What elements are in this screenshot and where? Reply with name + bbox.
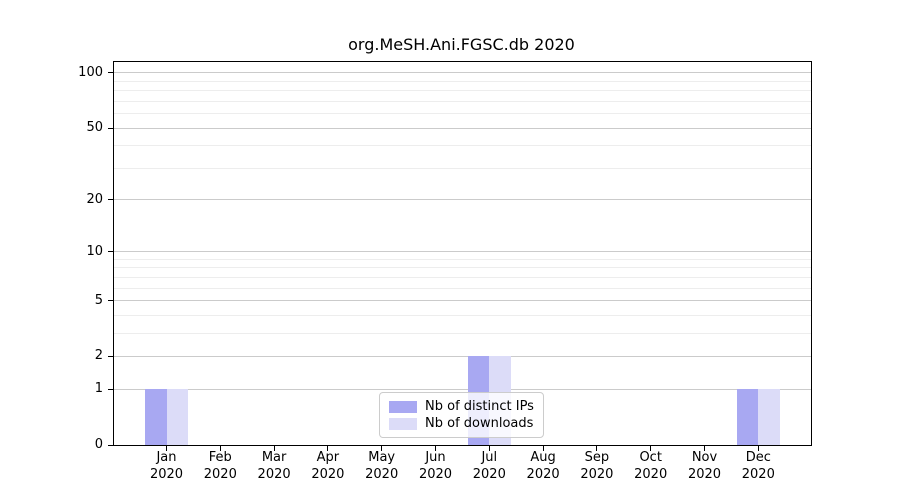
x-tick-mark bbox=[166, 446, 167, 451]
minor-gridline bbox=[114, 314, 811, 316]
y-axis-tick-label: 1 bbox=[94, 381, 103, 397]
x-tick-mark bbox=[488, 446, 490, 451]
x-tick-mark bbox=[650, 446, 652, 451]
y-axis-tick-label: 0 bbox=[94, 437, 103, 452]
x-axis-tick-label: Jan 2020 bbox=[149, 450, 184, 482]
y-tick-mark bbox=[108, 300, 113, 302]
bar-jan-series0 bbox=[145, 389, 167, 445]
y-axis-tick-label: 10 bbox=[86, 243, 103, 259]
bar-dec-series1 bbox=[758, 389, 780, 445]
legend-label-distinct-ips: Nb of distinct IPs bbox=[425, 399, 534, 414]
x-axis-tick-label: Sep 2020 bbox=[580, 450, 614, 482]
x-axis-tick-label: Oct 2020 bbox=[634, 450, 668, 482]
plot-area bbox=[113, 61, 812, 446]
y-tick-mark bbox=[108, 199, 113, 201]
legend-entry-downloads: Nb of downloads bbox=[389, 415, 534, 432]
minor-gridline bbox=[114, 113, 811, 115]
x-tick-mark bbox=[704, 446, 705, 451]
y-tick-mark bbox=[108, 72, 113, 74]
legend-entry-distinct-ips: Nb of distinct IPs bbox=[389, 398, 534, 415]
y-axis-tick-label: 2 bbox=[94, 348, 103, 364]
y-tick-mark bbox=[108, 444, 113, 446]
major-gridline bbox=[114, 251, 811, 253]
minor-gridline bbox=[114, 276, 811, 278]
x-tick-mark bbox=[542, 446, 544, 451]
major-gridline bbox=[114, 72, 811, 74]
x-tick-mark bbox=[757, 446, 759, 451]
y-tick-mark bbox=[108, 127, 113, 129]
x-axis-tick-label: Apr 2020 bbox=[311, 450, 345, 482]
x-axis-tick-label: Feb 2020 bbox=[203, 450, 237, 482]
x-tick-mark bbox=[327, 446, 329, 451]
y-tick-mark bbox=[108, 251, 113, 253]
x-tick-mark bbox=[219, 446, 221, 451]
bar-dec-series0 bbox=[736, 389, 759, 445]
minor-gridline bbox=[114, 258, 811, 260]
y-axis-tick-label: 20 bbox=[86, 191, 103, 207]
y-tick-mark bbox=[108, 355, 113, 357]
minor-gridline bbox=[114, 90, 811, 92]
x-axis-tick-label: Mar 2020 bbox=[257, 450, 291, 482]
legend-swatch-distinct-ips bbox=[389, 400, 417, 413]
legend: Nb of distinct IPs Nb of downloads bbox=[379, 392, 544, 438]
minor-gridline bbox=[114, 167, 811, 169]
x-tick-mark bbox=[381, 446, 383, 451]
major-gridline bbox=[114, 199, 811, 201]
bar-jan-series1 bbox=[166, 389, 188, 445]
y-axis-tick-label: 100 bbox=[78, 64, 103, 80]
x-axis-tick-label: Aug 2020 bbox=[526, 450, 560, 482]
x-axis-tick-label: Jun 2020 bbox=[418, 450, 453, 482]
x-tick-mark bbox=[596, 446, 598, 451]
y-axis-tick-label: 50 bbox=[86, 120, 103, 136]
x-axis-tick-label: May 2020 bbox=[365, 450, 399, 482]
major-gridline bbox=[114, 355, 811, 357]
legend-label-downloads: Nb of downloads bbox=[425, 416, 534, 431]
major-gridline bbox=[114, 388, 811, 390]
minor-gridline bbox=[114, 145, 811, 147]
minor-gridline bbox=[114, 267, 811, 269]
chart-title: org.MeSH.Ani.FGSC.db 2020 bbox=[348, 35, 575, 54]
x-axis-tick-label: Dec 2020 bbox=[741, 450, 775, 482]
x-tick-mark bbox=[273, 446, 275, 451]
x-axis-tick-label: Jul 2020 bbox=[472, 450, 506, 482]
minor-gridline bbox=[114, 332, 811, 334]
minor-gridline bbox=[114, 80, 811, 82]
minor-gridline bbox=[114, 100, 811, 102]
major-gridline bbox=[114, 300, 811, 302]
y-axis-tick-label: 5 bbox=[94, 292, 103, 308]
minor-gridline bbox=[114, 287, 811, 289]
x-tick-mark bbox=[435, 446, 436, 451]
major-gridline bbox=[114, 127, 811, 129]
x-axis-tick-label: Nov 2020 bbox=[687, 450, 722, 482]
y-tick-mark bbox=[108, 388, 113, 390]
legend-swatch-downloads bbox=[389, 417, 417, 430]
